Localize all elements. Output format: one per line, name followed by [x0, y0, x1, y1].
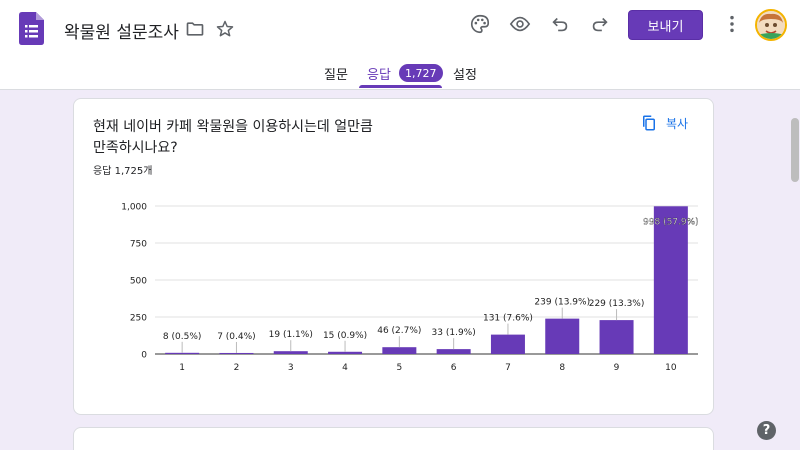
y-tick-label: 250	[130, 314, 147, 324]
response-count-badge: 1,727	[399, 64, 443, 82]
forms-icon[interactable]	[19, 12, 44, 45]
data-label: 46 (2.7%)	[377, 326, 421, 336]
data-label: 998 (57.9%)	[643, 217, 699, 227]
data-label: 131 (7.6%)	[483, 314, 533, 324]
bar	[165, 352, 200, 354]
star-icon[interactable]	[213, 17, 237, 41]
x-tick-label: 3	[288, 363, 294, 373]
copy-label: 복사	[666, 116, 689, 131]
question-title: 현재 네이버 카페 왁물원을 이용하시는데 얼만큼 만족하시나요?	[93, 117, 423, 159]
copy-button[interactable]: 복사	[640, 114, 688, 132]
x-tick-label: 5	[396, 363, 402, 373]
tab-questions[interactable]: 질문	[324, 68, 348, 83]
scrollbar-thumb[interactable]	[791, 118, 799, 182]
x-tick-label: 8	[559, 363, 565, 373]
next-question-card	[73, 427, 714, 450]
tab-settings[interactable]: 설정	[453, 68, 477, 83]
question-summary-card: 현재 네이버 카페 왁물원을 이용하시는데 얼만큼 만족하시나요? 응답 1,7…	[73, 98, 714, 415]
data-label: 15 (0.9%)	[323, 331, 367, 341]
question-title-line-2: 만족하시나요?	[93, 140, 178, 156]
x-tick-label: 1	[179, 363, 185, 373]
x-tick-label: 9	[614, 363, 620, 373]
bar	[599, 320, 634, 354]
y-tick-label: 0	[141, 351, 147, 361]
data-label: 19 (1.1%)	[269, 330, 313, 340]
data-label: 7 (0.4%)	[217, 332, 255, 342]
x-tick-label: 6	[451, 363, 457, 373]
x-tick-label: 7	[505, 363, 511, 373]
bar	[219, 352, 254, 354]
data-label: 229 (13.3%)	[589, 299, 645, 309]
response-count: 응답 1,725개	[93, 166, 153, 177]
copy-icon	[643, 115, 655, 131]
folder-icon[interactable]	[183, 17, 207, 41]
y-tick-label: 750	[130, 240, 147, 250]
send-button[interactable]: 보내기	[628, 10, 703, 40]
bar	[436, 349, 471, 354]
top-bar: 왁물원 설문조사 보내기 질문 응답 설정 1,727	[0, 0, 800, 90]
avatar[interactable]	[755, 9, 787, 41]
bar	[328, 351, 363, 354]
data-label: 239 (13.9%)	[534, 298, 590, 308]
bar	[545, 318, 580, 354]
palette-icon[interactable]	[468, 12, 492, 36]
question-title-line-1: 현재 네이버 카페 왁물원을 이용하시는데 얼만큼	[93, 119, 373, 135]
data-label: 8 (0.5%)	[163, 332, 201, 342]
document-title[interactable]: 왁물원 설문조사	[64, 23, 179, 43]
tab-responses[interactable]: 응답	[367, 68, 391, 83]
y-tick-label: 1,000	[121, 203, 147, 213]
preview-icon[interactable]	[508, 12, 532, 36]
bar	[273, 351, 308, 354]
x-tick-label: 4	[342, 363, 348, 373]
bar	[653, 206, 688, 354]
bar-chart: 0 250 500 750 1,000 8 (0.5%) 1 7 (0.4%) 2 19 (1.1…	[121, 203, 699, 374]
x-tick-label: 10	[665, 363, 677, 373]
data-label: 33 (1.9%)	[432, 328, 476, 338]
bar	[490, 334, 525, 354]
help-icon[interactable]: ?	[757, 421, 776, 440]
x-tick-label: 2	[234, 363, 240, 373]
active-tab-indicator	[359, 85, 442, 88]
more-icon[interactable]	[720, 12, 744, 36]
bar	[382, 347, 417, 354]
y-tick-label: 500	[130, 277, 147, 287]
tab-bar: 질문 응답 설정	[0, 58, 800, 88]
undo-icon[interactable]	[548, 12, 572, 36]
redo-icon[interactable]	[588, 12, 612, 36]
